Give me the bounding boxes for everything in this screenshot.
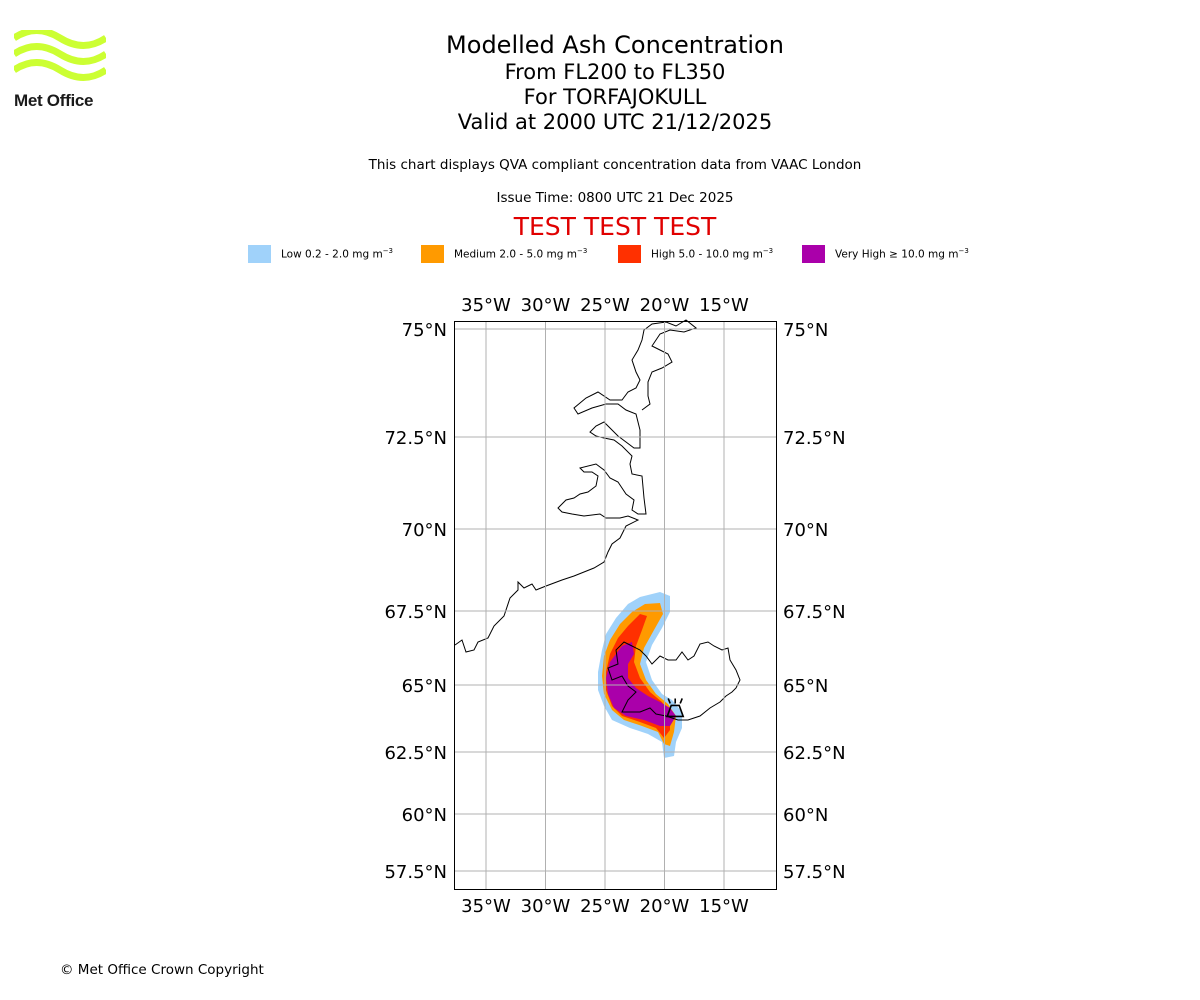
lat-tick-label: 67.5°N bbox=[783, 602, 846, 623]
lon-tick-label: 25°W bbox=[580, 896, 630, 917]
lat-tick-label: 60°N bbox=[783, 805, 828, 826]
lat-labels-left: 75°N 72.5°N 70°N 67.5°N 65°N 62.5°N 60°N 57.5°N bbox=[384, 320, 447, 883]
lat-tick-label: 62.5°N bbox=[384, 743, 447, 764]
ash-layer-very-high bbox=[606, 642, 676, 726]
lon-tick-label: 35°W bbox=[461, 295, 511, 316]
lon-tick-label: 30°W bbox=[521, 295, 571, 316]
map-frame bbox=[454, 321, 777, 890]
lon-tick-label: 20°W bbox=[640, 896, 690, 917]
iceland-coastline bbox=[607, 641, 741, 721]
lat-tick-label: 65°N bbox=[402, 676, 447, 697]
lon-tick-label: 20°W bbox=[640, 295, 690, 316]
lon-tick-label: 35°W bbox=[461, 896, 511, 917]
subtitle: This chart displays QVA compliant concen… bbox=[368, 157, 862, 173]
lon-tick-label: 25°W bbox=[580, 295, 630, 316]
graticule bbox=[454, 321, 776, 889]
lon-tick-label: 15°W bbox=[699, 896, 749, 917]
legend-item-high: High 5.0 - 10.0 mg m−3 bbox=[618, 244, 773, 264]
legend-swatch-medium bbox=[421, 245, 444, 263]
lat-tick-label: 57.5°N bbox=[384, 862, 447, 883]
lat-tick-label: 75°N bbox=[783, 320, 828, 341]
legend-swatch-high bbox=[618, 245, 641, 263]
lat-tick-label: 70°N bbox=[783, 520, 828, 541]
chart-titles: Modelled Ash Concentration From FL200 to… bbox=[315, 30, 915, 135]
legend-item-very-high: Very High ≥ 10.0 mg m−3 bbox=[802, 244, 969, 264]
lat-tick-label: 72.5°N bbox=[384, 428, 447, 449]
logo-text: Met Office bbox=[14, 91, 94, 110]
greenland-coastline bbox=[454, 319, 698, 653]
legend-item-low: Low 0.2 - 2.0 mg m−3 bbox=[248, 244, 393, 264]
volcano-marker bbox=[666, 698, 685, 718]
lon-labels-bottom: 35°W 30°W 25°W 20°W 15°W bbox=[461, 896, 749, 917]
ash-region-very-high bbox=[606, 642, 676, 726]
copyright: © Met Office Crown Copyright bbox=[60, 962, 264, 978]
legend-swatch-low bbox=[248, 245, 271, 263]
lon-tick-label: 30°W bbox=[521, 896, 571, 917]
title-volcano: For TORFAJOKULL bbox=[523, 85, 707, 109]
lat-tick-label: 62.5°N bbox=[783, 743, 846, 764]
lat-tick-label: 65°N bbox=[783, 676, 828, 697]
lat-labels-right: 75°N 72.5°N 70°N 67.5°N 65°N 62.5°N 60°N 57.5°N bbox=[783, 320, 846, 883]
met-office-logo: Met Office bbox=[14, 30, 109, 112]
lon-labels-top: 35°W 30°W 25°W 20°W 15°W bbox=[461, 295, 749, 316]
legend-swatch-very-high bbox=[802, 245, 825, 263]
volcano-icon bbox=[666, 698, 685, 718]
wave-icon bbox=[14, 30, 106, 81]
coastlines bbox=[454, 319, 741, 721]
test-banner: TEST TEST TEST bbox=[513, 212, 717, 241]
lat-tick-label: 57.5°N bbox=[783, 862, 846, 883]
legend-label-low: Low 0.2 - 2.0 mg m−3 bbox=[281, 247, 394, 261]
legend-item-medium: Medium 2.0 - 5.0 mg m−3 bbox=[421, 244, 587, 264]
legend-label-very-high: Very High ≥ 10.0 mg m−3 bbox=[835, 247, 969, 261]
lat-tick-label: 67.5°N bbox=[384, 602, 447, 623]
title-flight-levels: From FL200 to FL350 bbox=[504, 60, 726, 84]
lat-tick-label: 72.5°N bbox=[783, 428, 846, 449]
legend-label-high: High 5.0 - 10.0 mg m−3 bbox=[651, 247, 774, 261]
lat-tick-label: 70°N bbox=[402, 520, 447, 541]
lat-tick-label: 75°N bbox=[402, 320, 447, 341]
title-valid-time: Valid at 2000 UTC 21/12/2025 bbox=[457, 110, 773, 134]
lon-tick-label: 15°W bbox=[699, 295, 749, 316]
lat-tick-label: 60°N bbox=[402, 805, 447, 826]
title-main: Modelled Ash Concentration bbox=[446, 31, 784, 59]
legend-label-medium: Medium 2.0 - 5.0 mg m−3 bbox=[454, 247, 588, 261]
issue-time: Issue Time: 0800 UTC 21 Dec 2025 bbox=[496, 190, 734, 206]
